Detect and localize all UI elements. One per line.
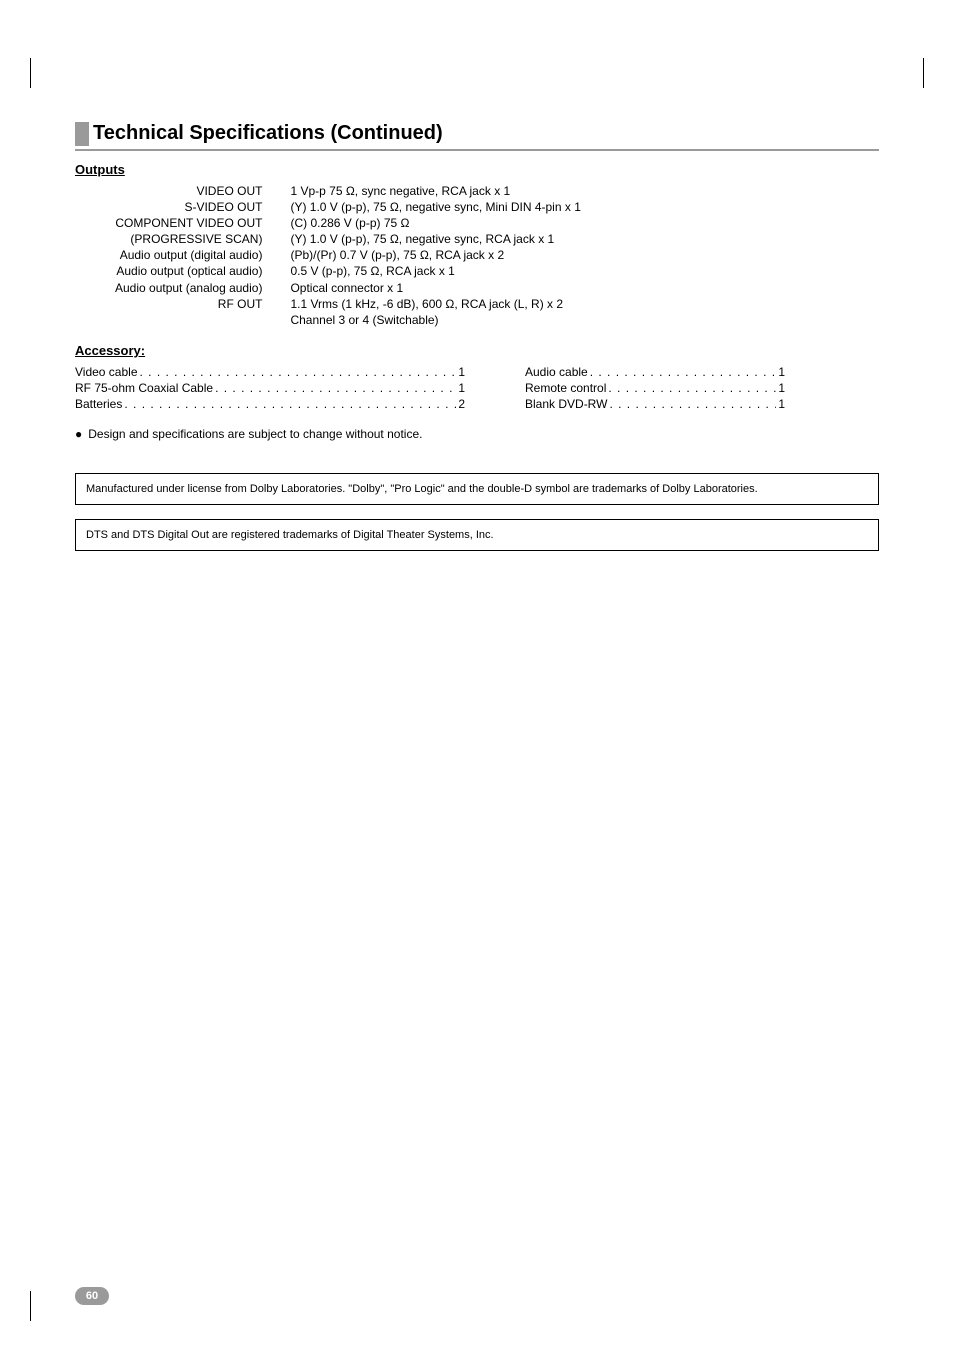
accessory-qty: 1 xyxy=(458,364,465,380)
accessory-qty: 2 xyxy=(458,396,465,412)
page-footer: 60 xyxy=(75,1287,109,1305)
accessory-col-left: Video cable 1 RF 75-ohm Coaxial Cable 1 … xyxy=(75,364,465,413)
crop-mark-top-left xyxy=(30,58,60,88)
accessory-item: RF 75-ohm Coaxial Cable 1 xyxy=(75,380,465,396)
crop-mark-bottom-left xyxy=(30,1291,60,1321)
outputs-labels-col: VIDEO OUT S-VIDEO OUT COMPONENT VIDEO OU… xyxy=(115,183,262,329)
accessory-table: Video cable 1 RF 75-ohm Coaxial Cable 1 … xyxy=(75,364,879,413)
output-value: Optical connector x 1 xyxy=(290,280,580,296)
accessory-label: Remote control xyxy=(525,380,606,396)
output-value: (Y) 1.0 V (p-p), 75 Ω, negative sync, Mi… xyxy=(290,199,580,215)
output-value: (C) 0.286 V (p-p) 75 Ω xyxy=(290,215,580,231)
dolby-notice-text: Manufactured under license from Dolby La… xyxy=(86,483,758,495)
accessory-label: Batteries xyxy=(75,396,122,412)
section-bar-icon xyxy=(75,122,89,146)
dts-notice-text: DTS and DTS Digital Out are registered t… xyxy=(86,529,494,541)
outputs-values-col: 1 Vp-p 75 Ω, sync negative, RCA jack x 1… xyxy=(290,183,580,329)
accessory-item: Batteries 2 xyxy=(75,396,465,412)
accessory-label: Audio cable xyxy=(525,364,588,380)
accessory-label: Video cable xyxy=(75,364,138,380)
output-label: Audio output (analog audio) xyxy=(115,280,262,296)
bullet-icon: ● xyxy=(75,426,82,442)
accessory-item: Remote control 1 xyxy=(525,380,785,396)
accessory-qty: 1 xyxy=(458,380,465,396)
design-note: ● Design and specifications are subject … xyxy=(75,426,879,442)
output-value: 1 Vp-p 75 Ω, sync negative, RCA jack x 1 xyxy=(290,183,580,199)
section-underline xyxy=(75,149,879,151)
accessory-qty: 1 xyxy=(778,364,785,380)
section-header: Technical Specifications (Continued) xyxy=(75,120,879,147)
output-label: (PROGRESSIVE SCAN) xyxy=(115,231,262,247)
accessory-col-right: Audio cable 1 Remote control 1 Blank DVD… xyxy=(525,364,785,413)
crop-mark-top-right xyxy=(894,58,924,88)
output-value: 0.5 V (p-p), 75 Ω, RCA jack x 1 xyxy=(290,263,580,279)
section-title: Technical Specifications (Continued) xyxy=(93,120,443,147)
accessory-qty: 1 xyxy=(778,396,785,412)
outputs-table: VIDEO OUT S-VIDEO OUT COMPONENT VIDEO OU… xyxy=(75,183,879,329)
accessory-item: Video cable 1 xyxy=(75,364,465,380)
output-label: VIDEO OUT xyxy=(115,183,262,199)
output-label: COMPONENT VIDEO OUT xyxy=(115,215,262,231)
output-value: 1.1 Vrms (1 kHz, -6 dB), 600 Ω, RCA jack… xyxy=(290,296,580,312)
outputs-heading: Outputs xyxy=(75,161,879,179)
dot-leader xyxy=(608,380,776,396)
output-value: (Y) 1.0 V (p-p), 75 Ω, negative sync, RC… xyxy=(290,231,580,247)
output-label: RF OUT xyxy=(115,296,262,312)
dolby-notice-box: Manufactured under license from Dolby La… xyxy=(75,473,879,505)
dot-leader xyxy=(140,364,457,380)
page: Technical Specifications (Continued) Out… xyxy=(0,0,954,1351)
design-note-text: Design and specifications are subject to… xyxy=(88,426,422,442)
page-number-badge: 60 xyxy=(75,1287,109,1305)
dot-leader xyxy=(609,396,776,412)
accessory-label: RF 75-ohm Coaxial Cable xyxy=(75,380,213,396)
dot-leader xyxy=(124,396,456,412)
accessory-qty: 1 xyxy=(778,380,785,396)
output-label: Audio output (optical audio) xyxy=(115,263,262,279)
accessory-item: Blank DVD-RW 1 xyxy=(525,396,785,412)
column-gap xyxy=(465,364,525,413)
dot-leader xyxy=(215,380,456,396)
dts-notice-box: DTS and DTS Digital Out are registered t… xyxy=(75,519,879,551)
accessory-item: Audio cable 1 xyxy=(525,364,785,380)
dot-leader xyxy=(590,364,777,380)
output-value: (Pb)/(Pr) 0.7 V (p-p), 75 Ω, RCA jack x … xyxy=(290,247,580,263)
output-label: S-VIDEO OUT xyxy=(115,199,262,215)
accessory-heading: Accessory: xyxy=(75,342,879,360)
output-value: Channel 3 or 4 (Switchable) xyxy=(290,312,580,328)
accessory-label: Blank DVD-RW xyxy=(525,396,607,412)
output-label: Audio output (digital audio) xyxy=(115,247,262,263)
